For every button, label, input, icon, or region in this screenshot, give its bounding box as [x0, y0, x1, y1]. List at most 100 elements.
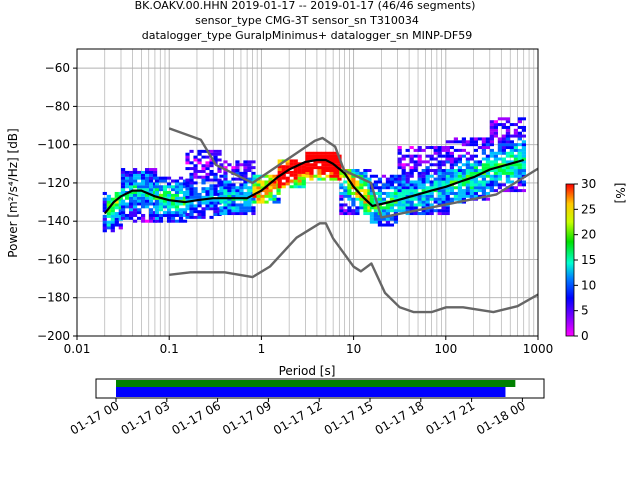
density-cell [405, 197, 410, 201]
density-cell [293, 179, 298, 183]
density-cell [367, 194, 372, 198]
density-cell [421, 189, 426, 193]
density-cell [178, 196, 184, 200]
density-cell [367, 203, 372, 207]
density-cell [409, 191, 414, 195]
x-tick-label: 1000 [523, 342, 554, 356]
density-cell [166, 202, 172, 206]
density-cell [264, 191, 269, 195]
density-cell [162, 199, 168, 203]
density-cell [154, 216, 160, 220]
density-cell [461, 168, 466, 172]
density-cell [449, 151, 454, 155]
density-cell [437, 183, 442, 187]
density-cell [297, 185, 302, 189]
density-cell [235, 171, 240, 175]
density-cell [409, 189, 414, 193]
density-cell [128, 182, 134, 186]
density-cell [425, 174, 430, 178]
density-cell [333, 177, 338, 181]
density-cell [205, 155, 210, 159]
density-cell [243, 160, 248, 164]
density-cell [162, 176, 168, 180]
density-cell [505, 166, 510, 170]
density-cell [413, 203, 418, 207]
density-cell [485, 186, 490, 190]
density-cell [513, 131, 518, 135]
density-cell [465, 174, 470, 178]
density-cell [219, 183, 224, 187]
density-cell [136, 176, 142, 180]
density-cell [405, 163, 410, 167]
density-cell [477, 137, 482, 141]
density-cell [485, 183, 490, 187]
density-cell [505, 137, 510, 141]
density-cell [485, 146, 490, 150]
density-cell [469, 140, 474, 144]
density-cell [517, 137, 522, 141]
density-cell [264, 200, 269, 204]
density-cell [158, 179, 164, 183]
density-cell [231, 200, 236, 204]
processed-bar [116, 387, 506, 397]
density-cell [521, 146, 526, 150]
density-cell [197, 169, 202, 173]
density-cell [497, 171, 502, 175]
density-cell [373, 191, 379, 195]
density-cell [309, 171, 314, 175]
density-cell [409, 168, 414, 172]
density-cell [268, 177, 273, 181]
density-cell [347, 212, 352, 216]
density-cell [193, 195, 198, 199]
density-cell [377, 220, 383, 224]
density-cell [297, 179, 302, 183]
density-cell [235, 191, 240, 195]
density-cell [389, 174, 395, 178]
density-cell [363, 189, 368, 193]
density-cell [363, 174, 368, 178]
density-cell [158, 185, 164, 189]
density-cell [457, 186, 462, 190]
density-cell [268, 186, 273, 190]
density-cell [363, 203, 368, 207]
density-cell [193, 207, 198, 211]
density-cell [409, 154, 414, 158]
density-cell [481, 186, 486, 190]
density-cell [469, 180, 474, 184]
density-cell [347, 186, 352, 190]
density-cell [363, 209, 368, 213]
density-cell [493, 183, 498, 187]
density-cell [297, 170, 302, 174]
density-cell [197, 213, 202, 217]
density-cell [347, 209, 352, 213]
density-cell [385, 209, 391, 213]
density-cell [205, 175, 210, 179]
density-cell [441, 212, 446, 216]
density-cell [401, 186, 406, 190]
density-cell [154, 179, 160, 183]
density-cell [381, 212, 387, 216]
density-cell [437, 212, 442, 216]
density-cell [377, 189, 383, 193]
density-cell [144, 196, 150, 200]
density-cell [205, 161, 210, 165]
density-cell [359, 189, 364, 193]
density-cell [136, 216, 142, 220]
density-cell [497, 146, 502, 150]
density-cell [355, 183, 360, 187]
density-cell [185, 215, 190, 219]
density-cell [285, 179, 290, 183]
density-cell [481, 183, 486, 187]
density-cell [363, 183, 368, 187]
density-cell [493, 174, 498, 178]
density-cell [209, 215, 214, 219]
density-cell [313, 163, 318, 167]
density-cell [305, 163, 310, 167]
timebar-tick-label: 01-17 18 [373, 398, 427, 437]
density-cell [144, 199, 150, 203]
density-cell [178, 176, 184, 180]
density-cell [276, 197, 281, 201]
density-cell [118, 217, 123, 221]
density-cell [373, 186, 379, 190]
density-cell [457, 140, 462, 144]
